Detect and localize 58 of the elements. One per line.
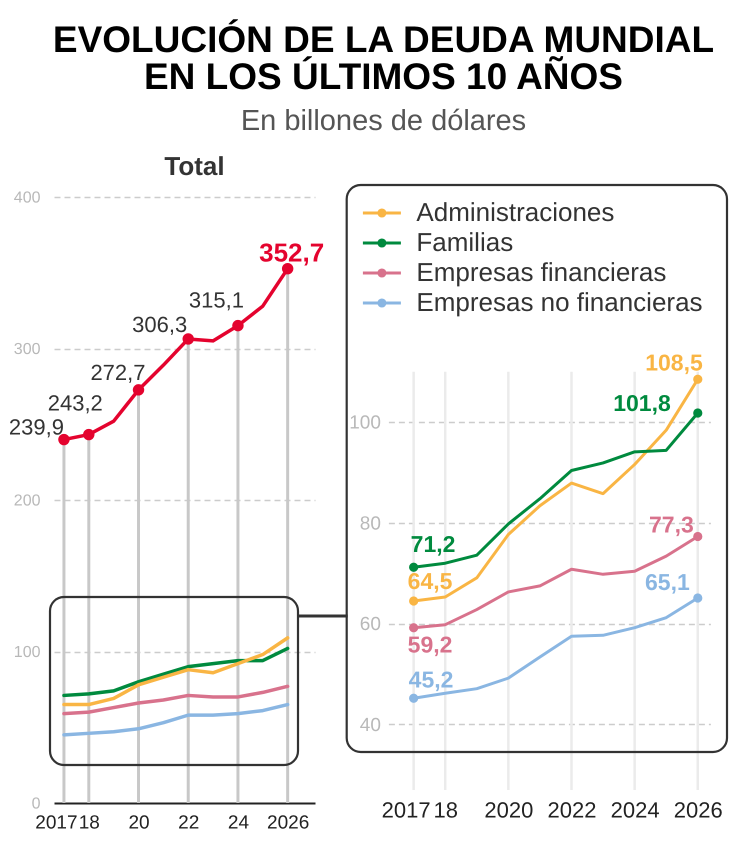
text: EVOLUCIÓN DE LA DEUDA MUNDIAL EN LOS ÚLTIMOS 10 AÑOS <box>52 19 714 97</box>
point <box>693 593 702 603</box>
legend-label: Empresas financieras <box>416 257 666 287</box>
data-label: 45,2 <box>408 666 454 692</box>
y-tick-label: 100 <box>349 412 381 434</box>
x-tick-label: 2026 <box>267 812 310 834</box>
chart-title: Total <box>164 151 225 181</box>
x-tick-label: 24 <box>228 812 250 834</box>
x-tick-label: 18 <box>433 798 458 822</box>
point <box>693 374 702 384</box>
data-label: 77,3 <box>649 512 694 538</box>
point <box>232 320 244 332</box>
data-label: 272,7 <box>90 360 146 385</box>
point <box>409 694 418 703</box>
line-series <box>62 636 290 706</box>
x-tick-label: 18 <box>78 812 100 834</box>
x-tick-label: 22 <box>178 812 200 834</box>
x-tick-label: 20 <box>128 812 150 834</box>
line-series <box>62 684 290 716</box>
point <box>182 333 194 345</box>
x-tick-label: 2017 <box>382 798 431 822</box>
y-tick-label: 40 <box>360 714 381 736</box>
y-tick-label: 200 <box>14 492 41 510</box>
legend-label: Empresas no financieras <box>416 287 703 317</box>
point <box>409 623 418 632</box>
point <box>693 408 702 418</box>
data-label: 64,5 <box>408 568 453 594</box>
point <box>409 596 418 606</box>
data-label: 315,1 <box>188 288 244 313</box>
point <box>132 384 144 396</box>
x-tick-label: 2020 <box>484 798 534 822</box>
data-label: 243,2 <box>48 390 103 416</box>
point <box>409 562 418 572</box>
data-label: 108,5 <box>645 349 703 376</box>
y-tick-label: 300 <box>14 341 41 358</box>
data-label: 65,1 <box>645 568 690 595</box>
y-tick-label: 100 <box>14 644 41 661</box>
line-series <box>62 702 290 737</box>
x-tick-label: 2024 <box>610 798 660 822</box>
data-label: 352,7 <box>259 238 324 268</box>
y-tick-label: 400 <box>14 190 41 206</box>
data-label: 306,3 <box>132 312 188 337</box>
line-series <box>62 646 290 698</box>
legend-label: Familias <box>416 227 514 257</box>
legend-label: Administraciones <box>416 197 614 227</box>
x-tick-label: 2017 <box>35 812 78 834</box>
y-tick-label: 80 <box>360 513 381 534</box>
point <box>693 532 702 542</box>
data-label: 71,2 <box>410 531 456 558</box>
data-label: 239,9 <box>8 414 64 440</box>
data-label: 101,8 <box>613 390 671 416</box>
x-tick-label: 2022 <box>548 798 596 822</box>
text: En billones de dólares <box>240 105 526 137</box>
x-tick-label: 2026 <box>674 798 723 822</box>
point <box>83 428 94 440</box>
y-tick-label: 0 <box>32 796 41 812</box>
y-tick-label: 60 <box>360 614 381 636</box>
data-label: 59,2 <box>408 632 452 658</box>
